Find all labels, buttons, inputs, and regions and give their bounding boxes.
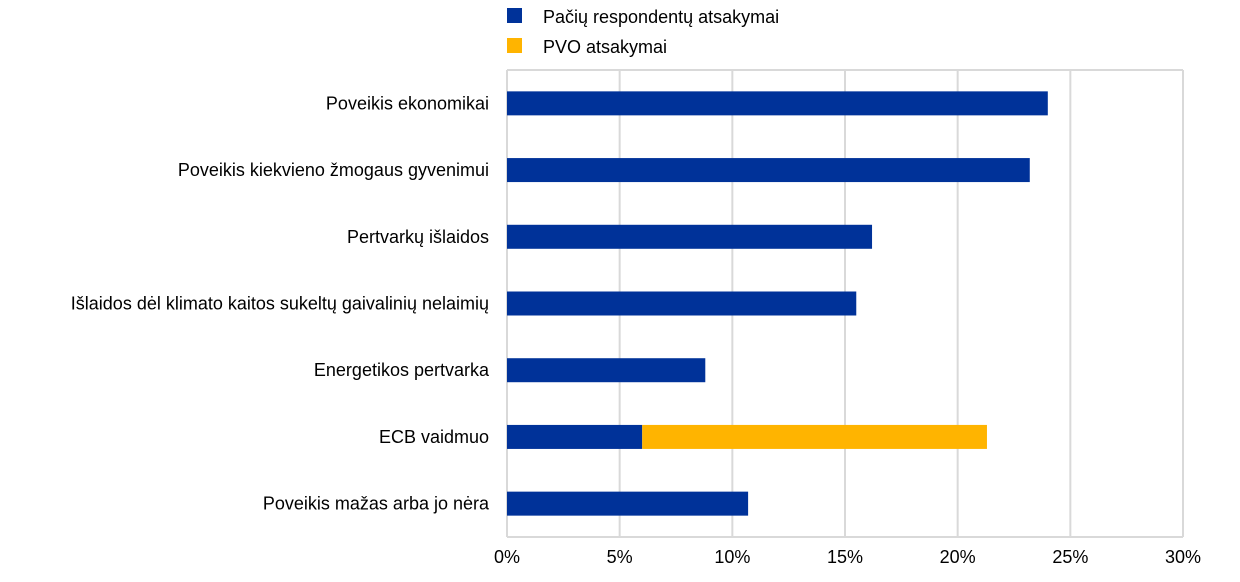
bar-respondents — [507, 91, 1048, 116]
bar-respondents — [507, 358, 706, 383]
category-label: Poveikis mažas arba jo nėra — [263, 494, 490, 514]
x-tick-label: 10% — [714, 547, 750, 567]
x-tick-label: 20% — [940, 547, 976, 567]
category-label: Energetikos pertvarka — [314, 360, 490, 380]
x-tick-label: 0% — [494, 547, 520, 567]
legend-swatch — [507, 8, 522, 23]
bar-pvo — [642, 424, 987, 449]
category-label: ECB vaidmuo — [379, 427, 489, 447]
bar-respondents — [507, 158, 1030, 183]
bar-respondents — [507, 224, 873, 249]
x-tick-label: 30% — [1165, 547, 1201, 567]
x-tick-label: 25% — [1052, 547, 1088, 567]
bar-respondents — [507, 291, 857, 316]
category-label: Poveikis ekonomikai — [326, 93, 489, 113]
bar-respondents — [507, 491, 749, 516]
category-label: Pertvarkų išlaidos — [347, 227, 489, 247]
legend-label: Pačių respondentų atsakymai — [543, 7, 779, 27]
bar-respondents — [507, 424, 643, 449]
legend-swatch — [507, 38, 522, 53]
x-tick-label: 5% — [607, 547, 633, 567]
x-tick-label: 15% — [827, 547, 863, 567]
category-label: Poveikis kiekvieno žmogaus gyvenimui — [178, 160, 489, 180]
legend-label: PVO atsakymai — [543, 37, 667, 57]
category-label: Išlaidos dėl klimato kaitos sukeltų gaiv… — [71, 294, 489, 314]
